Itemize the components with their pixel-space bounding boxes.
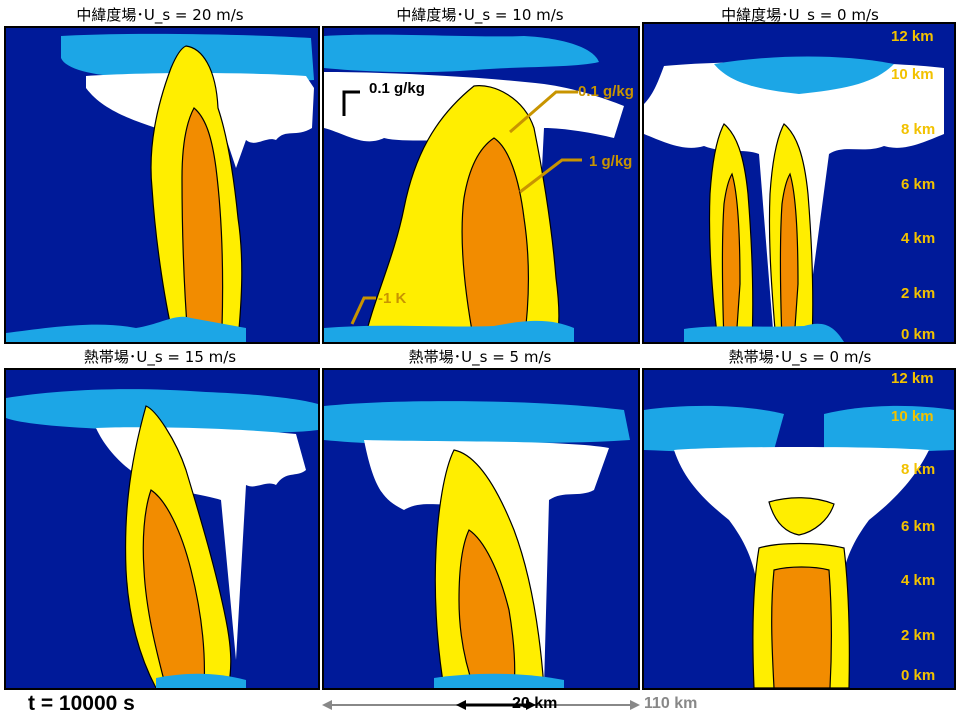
surface-blue xyxy=(684,323,844,342)
alt-label-bottom-8: 8 km xyxy=(901,461,936,478)
panel-title-2: 中緯度場･U_s = 10 m/s xyxy=(396,6,564,24)
contour-orange-left xyxy=(721,172,741,342)
panel-midlat-10 xyxy=(322,26,640,344)
alt-label-top-2: 2 km xyxy=(901,285,936,302)
anvil-blue-right xyxy=(824,405,954,453)
long-scale-arrow-left xyxy=(322,700,332,710)
contour-plot-tropical-0 xyxy=(644,405,954,688)
alt-label-top-8: 8 km xyxy=(901,121,936,138)
surface-blue xyxy=(6,316,246,342)
panel-title-6: 熱帯場･U_s = 0 m/s xyxy=(728,348,872,366)
panel-tropical-15 xyxy=(4,368,320,690)
contour-orange xyxy=(142,489,206,688)
surface-blue xyxy=(434,673,564,688)
panel-midlat-0 xyxy=(642,22,956,344)
alt-label-bottom-0: 0 km xyxy=(901,667,936,684)
alt-label-bottom-10: 10 km xyxy=(891,408,934,425)
panel-tropical-0 xyxy=(642,368,956,690)
surface-blue xyxy=(156,673,246,688)
short-scale-arrow-left xyxy=(456,700,466,710)
anvil-blue xyxy=(644,405,784,453)
contour-orange-right xyxy=(779,172,799,342)
cloud-white xyxy=(324,72,624,328)
contour-plot-midlat-20 xyxy=(6,33,314,342)
contour-orange xyxy=(461,137,530,342)
alt-label-bottom-4: 4 km xyxy=(901,572,936,589)
contour-yellow-top xyxy=(768,497,835,536)
contour-plot-midlat-10 xyxy=(324,34,624,342)
contour-orange xyxy=(771,566,832,688)
contour-plot-midlat-0 xyxy=(644,56,944,342)
alt-label-top-4: 4 km xyxy=(901,230,936,247)
anvil-blue xyxy=(714,56,894,94)
annotation-mixing-gold-small: 0.1 g/kg xyxy=(578,83,634,100)
contour-plot-tropical-15 xyxy=(6,389,318,688)
panel-title-5: 熱帯場･U_s = 5 m/s xyxy=(408,348,552,366)
alt-label-bottom-12: 12 km xyxy=(891,370,934,387)
alt-label-bottom-2: 2 km xyxy=(901,627,936,644)
alt-label-top-6: 6 km xyxy=(901,176,936,193)
alt-label-top-0: 0 km xyxy=(901,326,936,343)
cloud-white xyxy=(96,427,306,660)
panel-midlat-20 xyxy=(4,26,320,344)
annotation-mixing-black: 0.1 g/kg xyxy=(369,80,425,97)
contour-plot-tropical-5 xyxy=(324,401,630,688)
panel-title-4: 熱帯場･U_s = 15 m/s xyxy=(83,348,237,366)
alt-label-bottom-6: 6 km xyxy=(901,518,936,535)
surface-blue xyxy=(324,320,574,342)
time-label: t = 10000 s xyxy=(28,692,135,715)
contour-orange xyxy=(458,529,516,688)
scale-long-label: 110 km xyxy=(644,695,698,712)
panel-title-3: 中緯度場･U_s = 0 m/s xyxy=(721,6,879,24)
panel-title-1: 中緯度場･U_s = 20 m/s xyxy=(76,6,244,24)
annotation-temperature: -1 K xyxy=(378,290,407,307)
scale-short-label: 20 km xyxy=(512,695,558,712)
annotation-mixing-gold-large: 1 g/kg xyxy=(589,153,633,170)
long-scale-arrow-right xyxy=(630,700,640,710)
anvil-blue xyxy=(6,389,318,435)
alt-label-top-10: 10 km xyxy=(891,66,934,83)
alt-label-top-12: 12 km xyxy=(891,28,934,45)
anvil-blue xyxy=(324,34,599,73)
anvil-blue xyxy=(324,401,630,445)
panel-tropical-5 xyxy=(322,368,640,690)
